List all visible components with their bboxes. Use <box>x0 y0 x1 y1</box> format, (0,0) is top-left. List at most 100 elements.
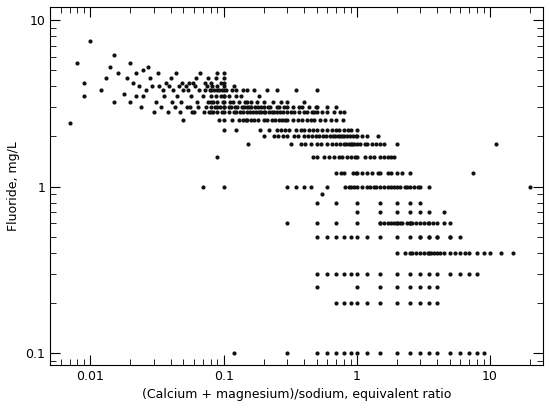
Point <box>311 133 320 140</box>
Point <box>425 183 434 190</box>
Point <box>446 220 454 227</box>
Point <box>465 350 474 356</box>
Point <box>235 109 244 115</box>
Point <box>232 93 240 99</box>
Point <box>332 104 340 111</box>
Point <box>255 93 263 99</box>
Point <box>353 270 361 277</box>
Point <box>345 133 354 140</box>
Point <box>157 104 166 111</box>
Point <box>306 117 315 124</box>
Point <box>383 154 392 160</box>
Point <box>345 183 354 190</box>
Point <box>178 80 186 86</box>
Point <box>299 183 308 190</box>
Point <box>251 109 260 115</box>
Point <box>274 117 283 124</box>
Point <box>346 141 355 147</box>
Point <box>353 154 361 160</box>
Point <box>226 104 235 111</box>
Point <box>337 133 346 140</box>
Point <box>212 109 221 115</box>
Point <box>412 249 421 256</box>
Point <box>214 117 223 124</box>
Point <box>383 220 392 227</box>
Point <box>182 83 190 90</box>
Point <box>164 83 173 90</box>
Point <box>312 284 321 290</box>
Point <box>283 117 292 124</box>
Point <box>234 99 243 106</box>
Point <box>202 104 211 111</box>
Point <box>473 249 482 256</box>
Point <box>249 87 258 93</box>
Point <box>351 133 360 140</box>
Point <box>363 233 372 240</box>
Point <box>251 104 260 111</box>
Point <box>376 270 384 277</box>
Point <box>243 104 251 111</box>
Point <box>147 83 156 90</box>
Point <box>195 70 204 76</box>
Point <box>339 270 348 277</box>
Point <box>333 133 342 140</box>
Point <box>219 93 228 99</box>
Point <box>296 141 305 147</box>
Point <box>425 233 434 240</box>
Point <box>202 83 211 90</box>
Point <box>139 67 148 73</box>
Point <box>363 270 372 277</box>
Point <box>353 126 361 133</box>
Point <box>346 350 355 356</box>
Point <box>219 83 228 90</box>
Point <box>363 299 372 306</box>
Point <box>416 299 425 306</box>
Point <box>393 200 402 206</box>
Point <box>372 183 381 190</box>
Point <box>346 299 355 306</box>
Point <box>425 249 434 256</box>
Point <box>312 126 321 133</box>
Point <box>312 141 321 147</box>
Point <box>267 109 276 115</box>
Point <box>243 109 251 115</box>
Point <box>283 133 292 140</box>
Point <box>312 109 321 115</box>
Point <box>372 141 381 147</box>
Point <box>293 133 302 140</box>
Point <box>245 109 254 115</box>
Point <box>365 183 374 190</box>
Point <box>420 220 428 227</box>
Point <box>267 117 276 124</box>
Point <box>219 104 228 111</box>
Point <box>216 104 224 111</box>
Point <box>262 87 271 93</box>
Point <box>219 104 228 111</box>
Point <box>310 109 319 115</box>
Point <box>230 83 239 90</box>
Point <box>292 183 300 190</box>
Point <box>243 87 251 93</box>
Point <box>218 87 227 93</box>
Point <box>336 133 344 140</box>
Point <box>217 109 226 115</box>
Point <box>416 220 425 227</box>
Point <box>272 104 281 111</box>
Point <box>323 350 332 356</box>
Point <box>186 93 195 99</box>
Point <box>190 109 199 115</box>
Point <box>292 126 300 133</box>
Point <box>139 93 148 99</box>
Point <box>228 117 236 124</box>
Point <box>344 141 353 147</box>
Point <box>277 99 285 106</box>
Point <box>332 141 340 147</box>
Point <box>327 117 336 124</box>
Point <box>236 93 245 99</box>
Point <box>299 109 308 115</box>
Point <box>281 126 290 133</box>
Point <box>206 93 215 99</box>
Point <box>283 104 292 111</box>
Point <box>320 154 329 160</box>
Point <box>317 141 326 147</box>
